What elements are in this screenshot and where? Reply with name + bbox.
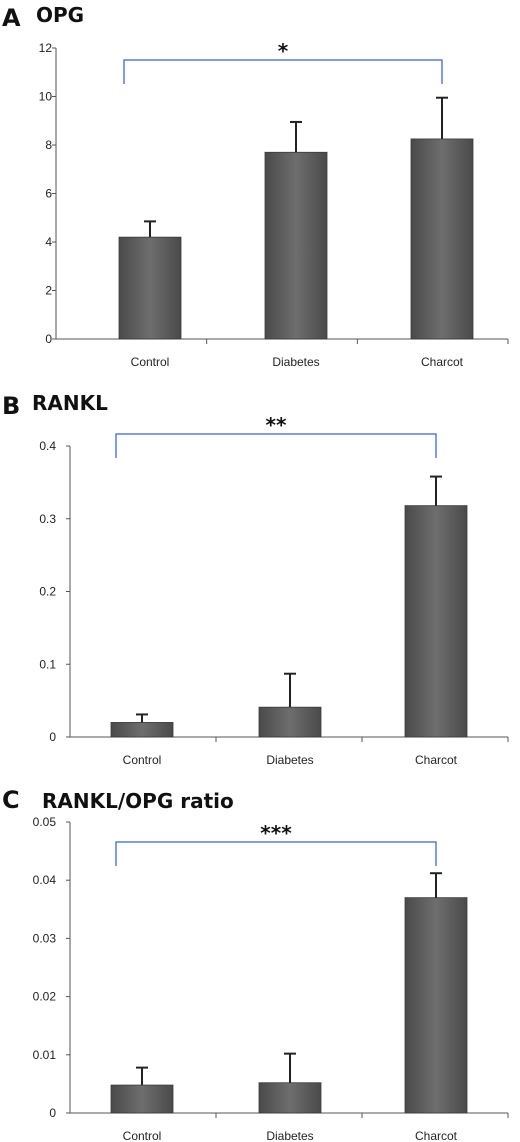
- category-label-control: Control: [123, 753, 162, 767]
- bar-diabetes: [264, 151, 328, 340]
- category-label-diabetes: Diabetes: [266, 1129, 313, 1142]
- significance-bracket: [123, 59, 443, 84]
- panel-letter-a: A: [2, 4, 21, 32]
- y-tick-label: 10: [39, 90, 53, 104]
- y-tick-label: 8: [45, 138, 52, 152]
- y-tick-label: 0.4: [39, 439, 56, 453]
- panel-letter-b: B: [2, 392, 20, 420]
- panel-title-opg: OPG: [36, 3, 84, 27]
- bar-charcot: [404, 505, 468, 738]
- category-label-control: Control: [131, 355, 170, 369]
- bar-charcot: [410, 138, 474, 340]
- chart-rankl: 0 0.1 0.2 0.3 0.4 Control Diabetes Charcot **: [39, 413, 509, 767]
- panel-title-rankl: RANKL: [32, 391, 108, 415]
- chart-opg: 0 2 4 6 8 10 12 Control Diabetes Charcot *: [39, 39, 509, 369]
- category-label-charcot: Charcot: [415, 753, 458, 767]
- category-label-control: Control: [123, 1129, 162, 1142]
- significance-label: ***: [260, 821, 292, 845]
- significance-bracket: [115, 433, 437, 458]
- bar-charcot: [404, 897, 468, 1114]
- y-tick-label: 6: [45, 187, 52, 201]
- bar-control: [110, 722, 174, 738]
- category-label-diabetes: Diabetes: [266, 753, 313, 767]
- y-tick-label: 0.04: [33, 873, 57, 887]
- panel-title-ratio: RANKL/OPG ratio: [42, 789, 234, 813]
- y-tick-label: 0: [49, 1106, 56, 1120]
- y-tick-label: 0: [45, 332, 52, 346]
- category-label-charcot: Charcot: [415, 1129, 458, 1142]
- significance-label: **: [266, 413, 287, 437]
- y-tick-label: 0.05: [33, 815, 57, 829]
- panel-a: A OPG 0 2 4 6 8 10 12 Control Diabetes Charcot *: [2, 3, 509, 369]
- y-tick-label: 0.02: [33, 990, 57, 1004]
- y-tick-label: 12: [39, 41, 53, 55]
- y-tick-label: 0.2: [39, 585, 56, 599]
- significance-label: *: [278, 39, 289, 63]
- y-tick-label: 4: [45, 235, 52, 249]
- y-tick-label: 0.01: [33, 1048, 57, 1062]
- chart-rankl-opg-ratio: 0 0.01 0.02 0.03 0.04 0.05 Control Diabetes Char…: [33, 815, 509, 1142]
- bar-diabetes: [258, 706, 322, 738]
- bar-control: [110, 1084, 174, 1114]
- bar-control: [118, 236, 182, 340]
- significance-bracket: [115, 841, 437, 866]
- panel-letter-c: C: [2, 786, 20, 814]
- panel-c: C RANKL/OPG ratio 0 0.01 0.02 0.03 0.04 0.05 C…: [2, 786, 509, 1142]
- category-label-charcot: Charcot: [421, 355, 464, 369]
- y-tick-label: 0.1: [39, 657, 56, 671]
- y-tick-label: 0: [49, 730, 56, 744]
- panel-b: B RANKL 0 0.1 0.2 0.3 0.4 Control Diabetes Char…: [2, 391, 509, 767]
- bar-diabetes: [258, 1082, 322, 1114]
- y-tick-label: 0.3: [39, 512, 56, 526]
- y-tick-label: 0.03: [33, 931, 57, 945]
- category-label-diabetes: Diabetes: [272, 355, 319, 369]
- y-tick-label: 2: [45, 284, 52, 298]
